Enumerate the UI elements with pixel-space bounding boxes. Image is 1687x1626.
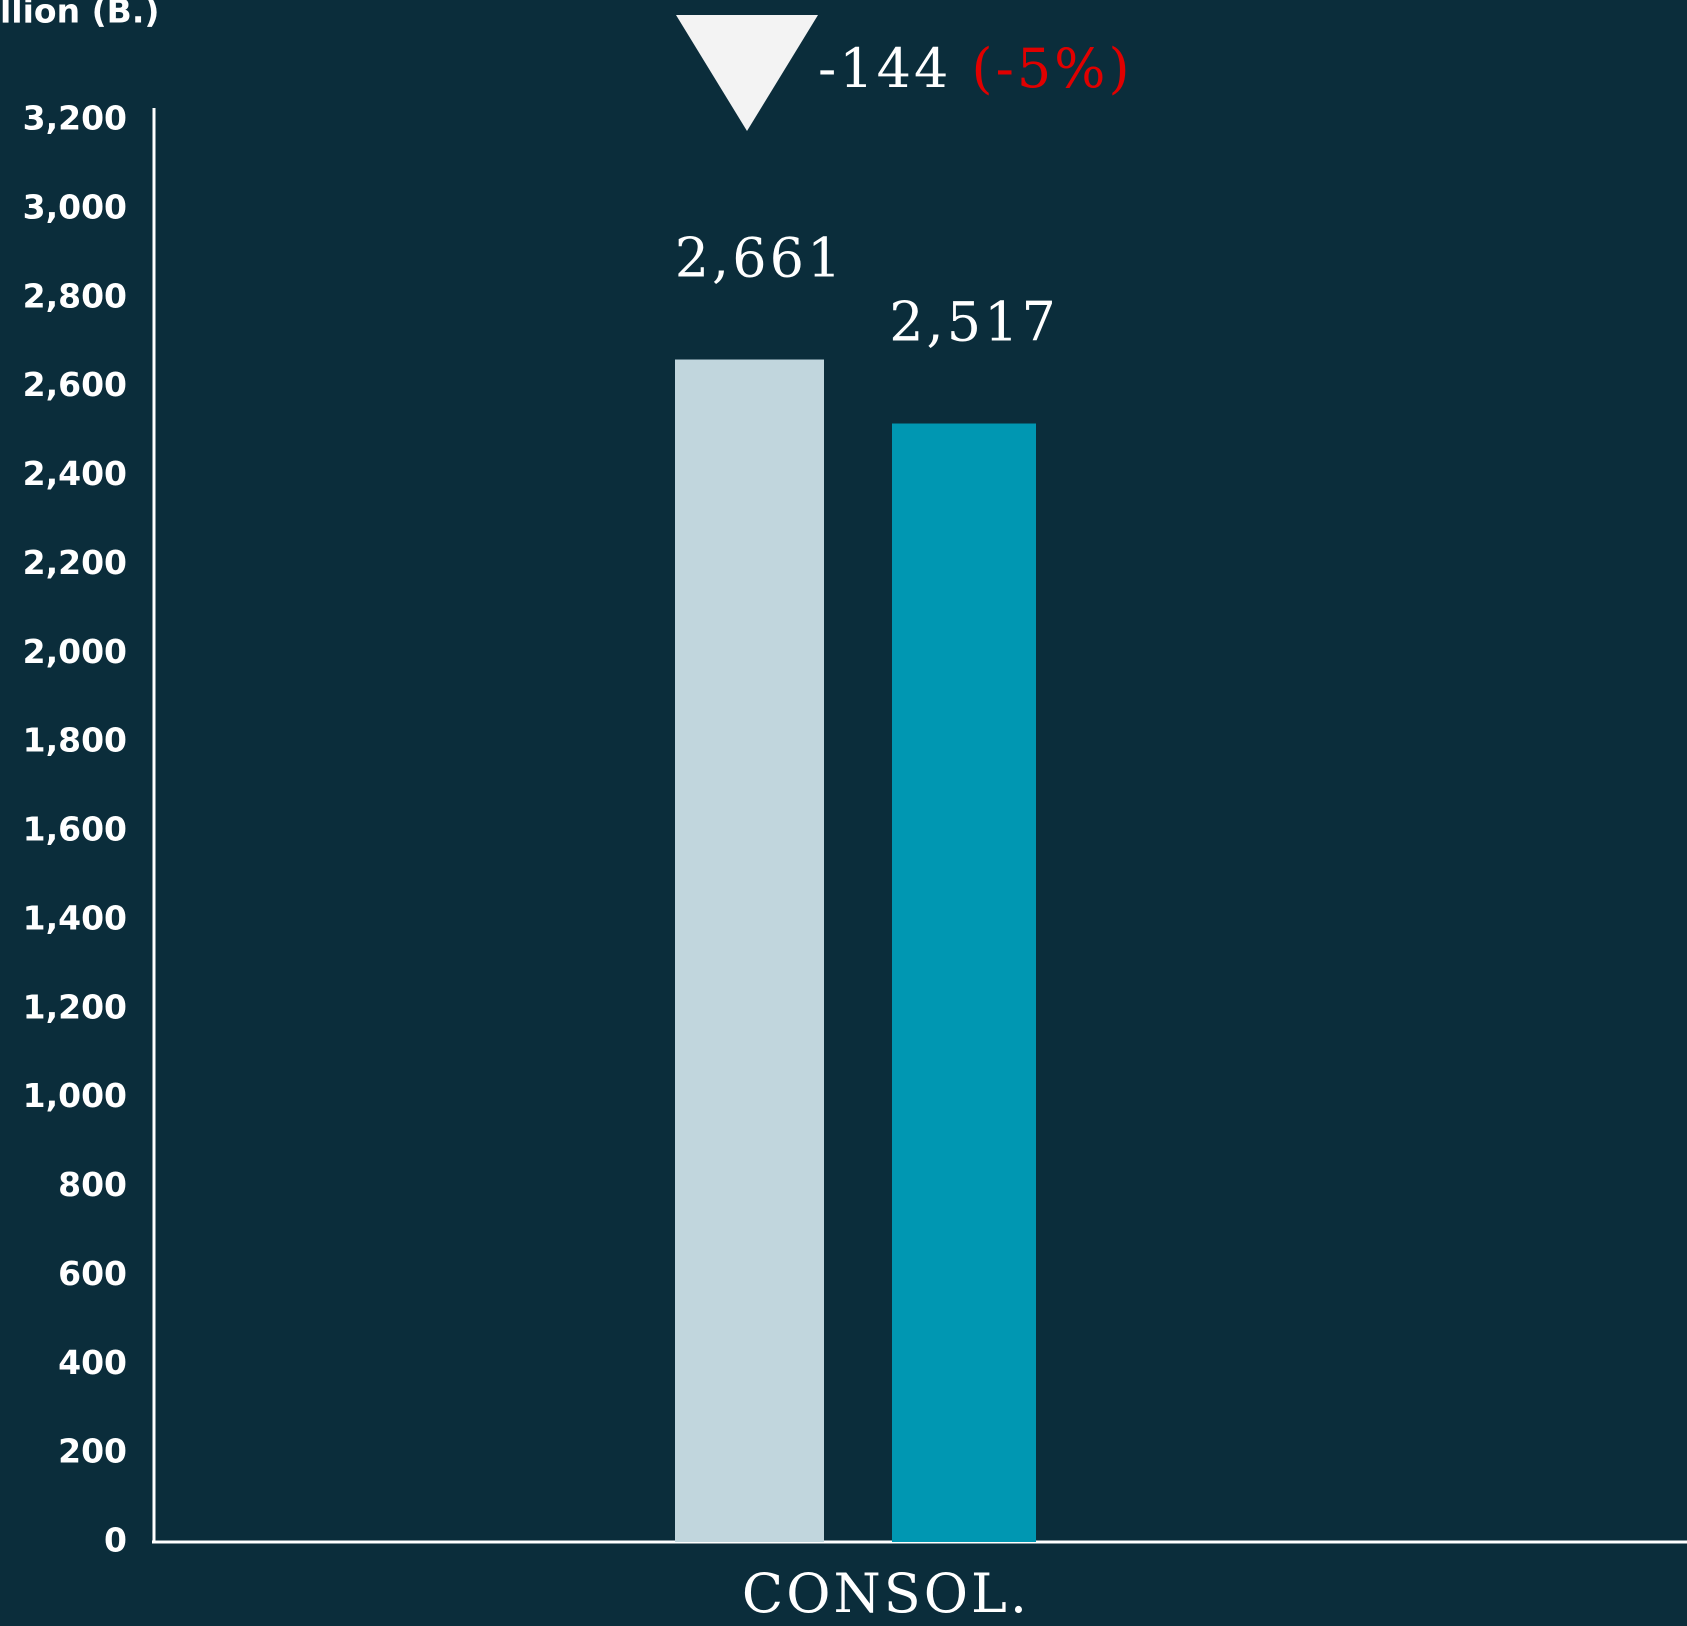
y-tick-label: 200: [58, 1432, 127, 1471]
bar: [892, 423, 1036, 1543]
y-tick-label: 1,800: [23, 721, 127, 760]
y-tick-label: 2,600: [23, 365, 127, 404]
y-tick-label: 1,400: [23, 898, 127, 937]
data-label: 2,517: [889, 291, 1059, 354]
y-tick-label: 400: [58, 1343, 127, 1382]
y-tick-label: 1,600: [23, 810, 127, 849]
y-tick-label: 600: [58, 1254, 127, 1293]
y-axis-title: llion (B.): [0, 0, 159, 31]
percent: (-5%): [972, 37, 1133, 100]
bar: [675, 359, 824, 1543]
y-tick-label: 2,800: [23, 276, 127, 315]
y-tick-label: 2,000: [23, 632, 127, 671]
y-tick-label: 0: [104, 1521, 127, 1560]
y-tick-label: 800: [58, 1165, 127, 1204]
y-tick-label: 3,000: [23, 187, 127, 226]
y-tick-label: 2,200: [23, 543, 127, 582]
annotation: -144 (-5%): [818, 37, 1133, 100]
y-tick-label: 1,000: [23, 1076, 127, 1115]
change: -144: [818, 37, 951, 100]
x-tick-label: CONSOL.: [742, 1562, 1030, 1625]
y-tick-label: 1,200: [23, 987, 127, 1026]
y-tick-label: 2,400: [23, 454, 127, 493]
data-label: 2,661: [675, 227, 845, 290]
y-tick-label: 3,200: [23, 99, 127, 138]
down-arrow: [676, 15, 818, 131]
